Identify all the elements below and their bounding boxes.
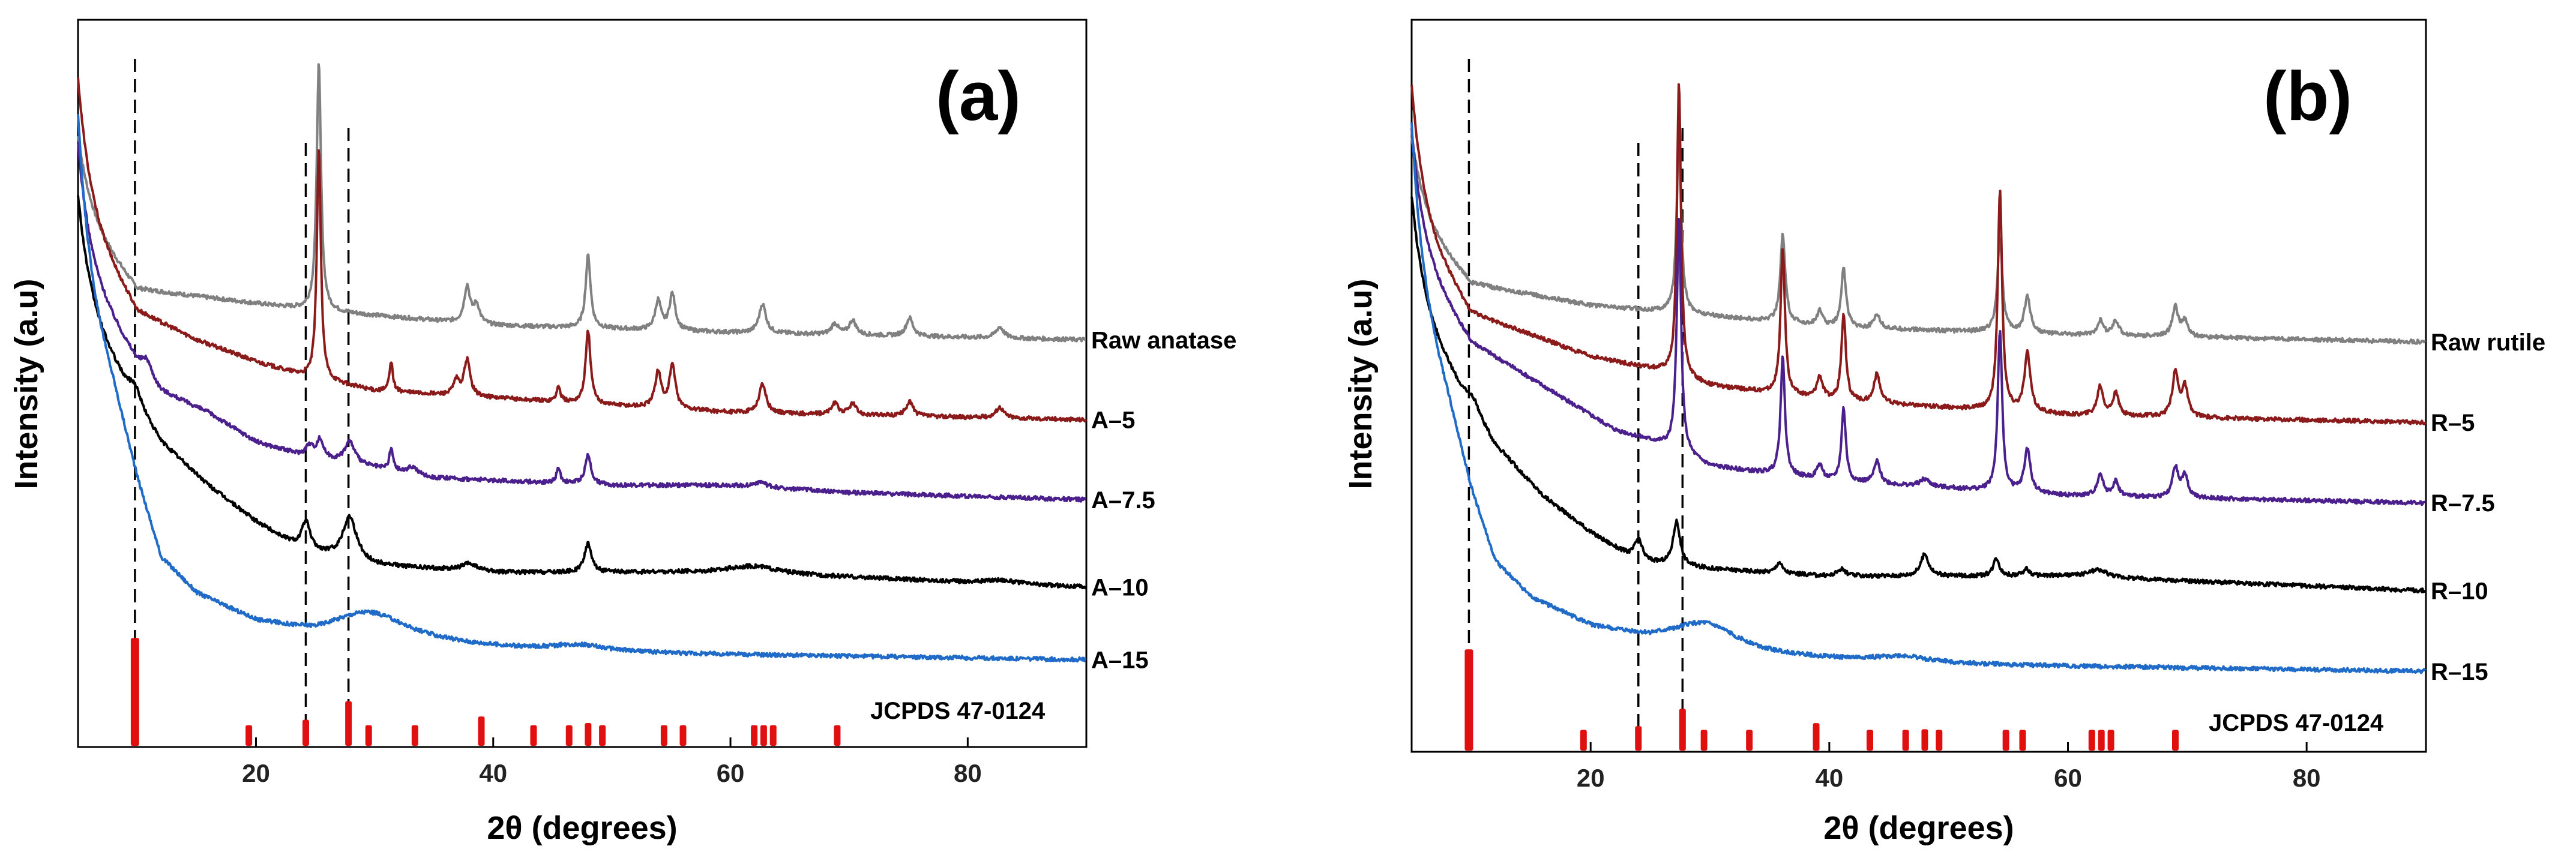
panel-b-x-axis-title: 2θ (degrees) (1823, 810, 2014, 846)
panel-b-reference-bar-6 (1746, 730, 1753, 751)
panel-a-x-axis-title: 2θ (degrees) (487, 810, 677, 846)
panel-b-reference-bar-2 (1580, 730, 1587, 751)
panel-a-guide-lines (134, 59, 350, 738)
panel-b-reference-bar-3 (1635, 726, 1642, 751)
panel-b-reference-bar-14 (2088, 730, 2095, 751)
panel-a-reference-bar-12 (660, 725, 667, 746)
panel-a-x-tick-label-40: 40 (479, 759, 507, 787)
panel-b-reference-bar-8 (1866, 730, 1873, 751)
panel-a-series-a-15 (77, 113, 1086, 663)
panel-a-x-tick-label-60: 60 (717, 759, 745, 787)
panel-b-plot-frame (1410, 19, 2427, 753)
panel-b-series-label-raw-rutile: Raw rutile (2431, 329, 2545, 356)
panel-b-reference-label: JCPDS 47-0124 (2209, 710, 2384, 736)
panel-a-reference-bar-2 (245, 725, 253, 746)
panel-a-series-raw-anatase (77, 63, 1086, 343)
panel-a-reference-bar-11 (599, 725, 606, 746)
panel-a-reference-bar-3 (302, 719, 309, 746)
panel-b-reference-bar-10 (1921, 729, 1928, 751)
panel-b-series-r-15 (1410, 122, 2427, 674)
panel-b-x-ticks: 20 40 60 80 (1577, 742, 2321, 792)
panel-a-reference-bar-7 (478, 716, 485, 746)
panel-a-series-a-7-5 (77, 141, 1086, 503)
panel-a-series-label-a-10: A–10 (1091, 574, 1149, 601)
panel-b-x-tick-label-80: 80 (2293, 764, 2321, 792)
panel-b-label: (b) (2263, 57, 2352, 135)
panel-b-series-label-r-5: R–5 (2431, 410, 2475, 436)
panel-a-series: Raw anatase A–5 A–7.5 A–10 A–15 (77, 63, 1236, 674)
panel-a-reference-bar-5 (365, 725, 372, 746)
panel-a-x-tick-label-20: 20 (242, 759, 270, 787)
panel-a-reference-bar-13 (679, 725, 687, 746)
panel-b-reference-bar-12 (2002, 730, 2009, 751)
panel-a-reference-bar-9 (565, 725, 573, 746)
panel-b-reference-bar-1 (1464, 649, 1473, 751)
panel-b-series-r-10 (1410, 196, 2427, 593)
panel-a-reference-bar-17 (834, 725, 841, 746)
panel-b-series: Raw rutile R–5 R–7.5 R–10 R–15 (1410, 83, 2545, 685)
panel-b-series-r-5 (1410, 83, 2427, 425)
panel-b-reference-bar-9 (1902, 730, 1909, 751)
panel-a: Raw anatase A–5 A–7.5 A–10 A–15 20 40 60 80 (a)… (8, 19, 1236, 846)
panel-b-reference-bar-13 (2019, 730, 2026, 751)
panel-b-x-tick-label-60: 60 (2054, 764, 2082, 792)
panel-b-series-label-r-7-5: R–7.5 (2431, 490, 2495, 517)
panel-b-series-label-r-15: R–15 (2431, 659, 2488, 685)
panel-a-reference-bar-15 (760, 725, 767, 746)
panel-a-x-ticks: 20 40 60 80 (242, 737, 982, 787)
panel-a-reference-label: JCPDS 47-0124 (870, 698, 1046, 724)
panel-b-reference-bar-17 (2171, 730, 2179, 751)
panel-b-y-axis-title: Intensity (a.u) (1343, 278, 1379, 489)
panel-b-series-r-7-5 (1410, 128, 2427, 506)
panel-a-reference-bar-10 (585, 723, 592, 746)
panel-a-reference-bar-16 (769, 725, 777, 746)
panel-a-reference-bar-1 (130, 638, 139, 746)
panel-b-guide-lines (1467, 59, 1684, 743)
panel-a-series-label-a-15: A–15 (1091, 647, 1149, 674)
panel-a-reference-bar-6 (411, 725, 418, 746)
panel-b-reference-bar-5 (1700, 730, 1708, 751)
panel-a-x-tick-label-80: 80 (954, 759, 982, 787)
panel-a-series-label-raw-anatase: Raw anatase (1091, 327, 1236, 353)
panel-a-label: (a) (936, 57, 1021, 135)
panel-a-series-label-a-5: A–5 (1091, 407, 1135, 434)
panel-a-reference-bar-4 (345, 701, 352, 746)
panel-b-reference-bar-4 (1679, 709, 1686, 751)
panel-a-y-axis-title: Intensity (a.u) (8, 278, 44, 489)
panel-b-reference-pattern (1464, 649, 2179, 751)
panel-a-series-a-10 (77, 195, 1088, 590)
panel-b-series-raw-rutile (1410, 131, 2427, 345)
panel-b-reference-bar-16 (2107, 730, 2114, 751)
panel-b-reference-bar-15 (2098, 730, 2105, 751)
panel-a-series-a-5 (77, 77, 1088, 423)
panel-b-x-tick-label-20: 20 (1577, 764, 1605, 792)
panel-a-plot-frame (77, 19, 1088, 748)
panel-b-x-tick-label-40: 40 (1816, 764, 1844, 792)
panel-b-reference-bar-11 (1936, 730, 1943, 751)
panel-a-series-label-a-7-5: A–7.5 (1091, 487, 1155, 514)
panel-b-series-label-r-10: R–10 (2431, 578, 2488, 605)
panel-a-reference-bar-8 (530, 725, 537, 746)
panel-a-reference-bar-14 (751, 725, 758, 746)
panel-a-reference-pattern (130, 638, 841, 746)
panel-b-reference-bar-7 (1813, 723, 1820, 751)
